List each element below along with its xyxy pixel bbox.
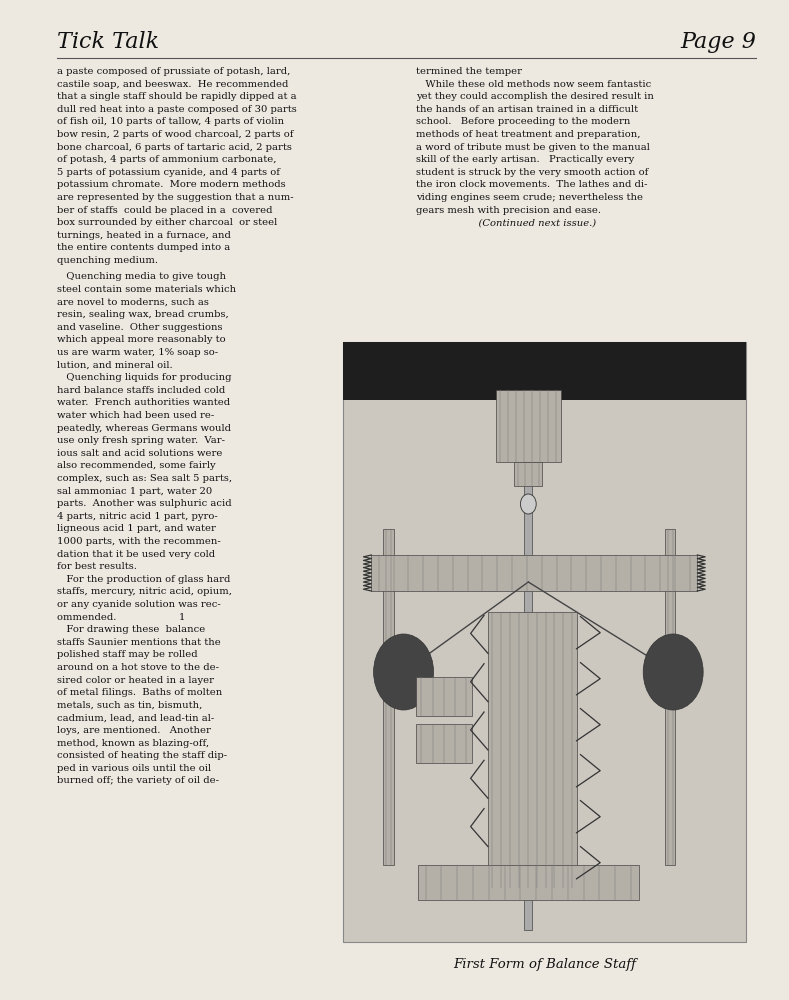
Text: hard balance staffs included cold: hard balance staffs included cold [57,386,225,395]
Text: gears mesh with precision and ease.: gears mesh with precision and ease. [416,206,600,215]
Text: termined the temper: termined the temper [416,67,522,76]
Text: yet they could accomplish the desired result in: yet they could accomplish the desired re… [416,92,653,101]
Text: the entire contents dumped into a: the entire contents dumped into a [57,243,230,252]
Text: viding engines seem crude; nevertheless the: viding engines seem crude; nevertheless … [416,193,643,202]
Text: water.  French authorities wanted: water. French authorities wanted [57,398,230,407]
Text: ious salt and acid solutions were: ious salt and acid solutions were [57,449,222,458]
Text: of potash, 4 parts of ammonium carbonate,: of potash, 4 parts of ammonium carbonate… [57,155,276,164]
Text: or any cyanide solution was rec-: or any cyanide solution was rec- [57,600,221,609]
Text: also recommended, some fairly: also recommended, some fairly [57,461,215,470]
Text: potassium chromate.  More modern methods: potassium chromate. More modern methods [57,180,286,189]
Text: are novel to moderns, such as: are novel to moderns, such as [57,298,208,307]
Text: student is struck by the very smooth action of: student is struck by the very smooth act… [416,168,649,177]
Bar [343,342,746,942]
Text: dation that it be used very cold: dation that it be used very cold [57,550,215,559]
Text: For the production of glass hard: For the production of glass hard [57,575,230,584]
Text: ligneous acid 1 part, and water: ligneous acid 1 part, and water [57,524,215,533]
Text: methods of heat treatment and preparation,: methods of heat treatment and preparatio… [416,130,641,139]
Text: school.   Before proceeding to the modern: school. Before proceeding to the modern [416,117,630,126]
Bar [514,462,542,486]
Text: box surrounded by either charcoal  or steel: box surrounded by either charcoal or ste… [57,218,277,227]
Text: loys, are mentioned.   Another: loys, are mentioned. Another [57,726,211,735]
Text: sired color or heated in a layer: sired color or heated in a layer [57,676,214,685]
Text: cadmium, lead, and lead-tin al-: cadmium, lead, and lead-tin al- [57,713,214,722]
Text: the iron clock movements.  The lathes and di-: the iron clock movements. The lathes and… [416,180,647,189]
Text: that a single staff should be rapidly dipped at a: that a single staff should be rapidly di… [57,92,297,101]
Text: skill of the early artisan.   Practically every: skill of the early artisan. Practically … [416,155,634,164]
Circle shape [521,494,537,514]
Bar [416,724,472,763]
Text: water which had been used re-: water which had been used re- [57,411,214,420]
Circle shape [374,634,433,710]
Text: us are warm water, 1% soap so-: us are warm water, 1% soap so- [57,348,218,357]
Text: For drawing these  balance: For drawing these balance [57,625,205,634]
Text: peatedly, whereas Germans would: peatedly, whereas Germans would [57,424,231,433]
Text: of fish oil, 10 parts of tallow, 4 parts of violin: of fish oil, 10 parts of tallow, 4 parts… [57,117,284,126]
Text: Quenching media to give tough: Quenching media to give tough [57,272,226,281]
Text: ber of staffs  could be placed in a  covered: ber of staffs could be placed in a cover… [57,206,272,215]
Text: polished staff may be rolled: polished staff may be rolled [57,650,197,659]
Text: ped in various oils until the oil: ped in various oils until the oil [57,764,211,773]
Bar [488,612,577,888]
Text: quenching medium.: quenching medium. [57,256,158,265]
Text: steel contain some materials which: steel contain some materials which [57,285,236,294]
Text: method, known as blazing-off,: method, known as blazing-off, [57,739,209,748]
Text: parts.  Another was sulphuric acid: parts. Another was sulphuric acid [57,499,231,508]
Text: castile soap, and beeswax.  He recommended: castile soap, and beeswax. He recommende… [57,80,288,89]
Text: are represented by the suggestion that a num-: are represented by the suggestion that a… [57,193,294,202]
Text: turnings, heated in a furnace, and: turnings, heated in a furnace, and [57,231,230,240]
Text: complex, such as: Sea salt 5 parts,: complex, such as: Sea salt 5 parts, [57,474,232,483]
Text: (Continued next issue.): (Continued next issue.) [416,218,596,227]
Text: which appeal more reasonably to: which appeal more reasonably to [57,335,226,344]
Text: a word of tribute must be given to the manual: a word of tribute must be given to the m… [416,143,649,152]
Text: lution, and mineral oil.: lution, and mineral oil. [57,361,173,370]
Text: Page 9: Page 9 [680,31,756,53]
Text: burned off; the variety of oil de-: burned off; the variety of oil de- [57,776,219,785]
Bar [372,555,697,591]
Text: First Form of Balance Staff: First Form of Balance Staff [453,958,636,971]
Text: a paste composed of prussiate of potash, lard,: a paste composed of prussiate of potash,… [57,67,290,76]
Text: bone charcoal, 6 parts of tartaric acid, 2 parts: bone charcoal, 6 parts of tartaric acid,… [57,143,292,152]
Text: 4 parts, nitric acid 1 part, pyro-: 4 parts, nitric acid 1 part, pyro- [57,512,218,521]
Text: consisted of heating the staff dip-: consisted of heating the staff dip- [57,751,227,760]
Bar [383,529,394,865]
Text: for best results.: for best results. [57,562,136,571]
Text: 1000 parts, with the recommen-: 1000 parts, with the recommen- [57,537,221,546]
Text: Tick Talk: Tick Talk [57,31,159,53]
Text: ommended.                    1: ommended. 1 [57,613,185,622]
Text: use only fresh spring water.  Var-: use only fresh spring water. Var- [57,436,225,445]
Text: bow resin, 2 parts of wood charcoal, 2 parts of: bow resin, 2 parts of wood charcoal, 2 p… [57,130,294,139]
Bar [417,865,639,900]
Circle shape [643,634,703,710]
Text: the hands of an artisan trained in a difficult: the hands of an artisan trained in a dif… [416,105,638,114]
Bar [525,390,533,930]
Bar [665,529,675,865]
Text: While these old methods now seem fantastic: While these old methods now seem fantast… [416,80,651,89]
Text: metals, such as tin, bismuth,: metals, such as tin, bismuth, [57,701,202,710]
Text: dull red heat into a paste composed of 30 parts: dull red heat into a paste composed of 3… [57,105,297,114]
Text: sal ammoniac 1 part, water 20: sal ammoniac 1 part, water 20 [57,487,212,496]
Bar [416,677,472,716]
Text: 5 parts of potassium cyanide, and 4 parts of: 5 parts of potassium cyanide, and 4 part… [57,168,280,177]
Text: around on a hot stove to the de-: around on a hot stove to the de- [57,663,219,672]
Text: staffs, mercury, nitric acid, opium,: staffs, mercury, nitric acid, opium, [57,587,232,596]
Text: staffs Saunier mentions that the: staffs Saunier mentions that the [57,638,221,647]
Bar [343,342,746,400]
Text: Quenching liquids for producing: Quenching liquids for producing [57,373,231,382]
Text: resin, sealing wax, bread crumbs,: resin, sealing wax, bread crumbs, [57,310,229,319]
Bar [496,390,560,462]
Text: and vaseline.  Other suggestions: and vaseline. Other suggestions [57,323,222,332]
Text: of metal filings.  Baths of molten: of metal filings. Baths of molten [57,688,222,697]
